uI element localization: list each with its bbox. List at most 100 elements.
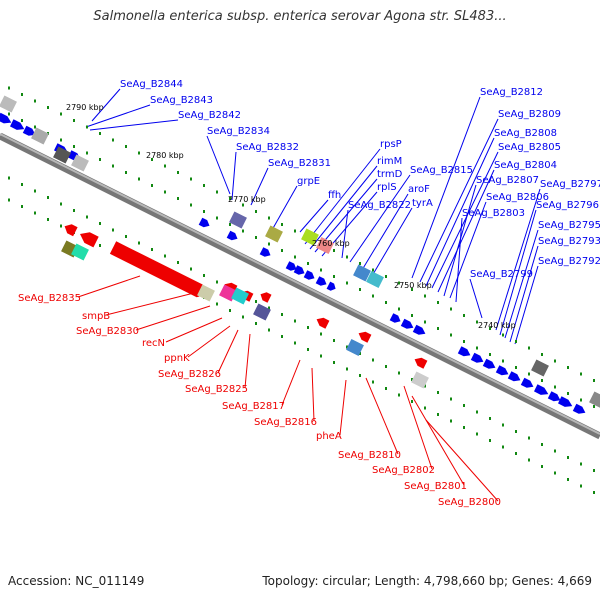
- tick-mark: [554, 385, 556, 389]
- connector-line: [299, 199, 329, 233]
- gene-feature: [547, 391, 561, 402]
- reverse-gene-label: SeAg_B2801: [404, 481, 467, 492]
- tick-mark: [476, 320, 478, 324]
- forward-gene-label: SeAg_B2804: [494, 160, 557, 171]
- tick-mark: [515, 452, 517, 455]
- gene-feature: [495, 365, 509, 376]
- reverse-gene-label: SeAg_B2816: [254, 417, 317, 428]
- gene-feature: [400, 318, 414, 329]
- connector-line: [411, 395, 465, 486]
- gene-feature: [0, 112, 12, 124]
- gene-feature: [414, 357, 428, 369]
- forward-gene-label: SeAg_B2815: [410, 165, 473, 176]
- tick-mark: [372, 380, 374, 384]
- tick-mark: [320, 268, 322, 272]
- tick-mark: [411, 288, 413, 291]
- tick-mark: [463, 314, 465, 317]
- tick-mark: [112, 138, 114, 142]
- forward-gene-label: trmD: [377, 169, 403, 180]
- reverse-gene-label: SeAg_B2800: [438, 497, 501, 508]
- tick-mark: [502, 333, 504, 337]
- tick-mark: [21, 205, 23, 208]
- gene-block: [71, 243, 89, 261]
- connector-line: [89, 119, 179, 131]
- connector-line: [425, 137, 495, 287]
- tick-mark: [411, 314, 413, 317]
- connector-line: [499, 209, 537, 336]
- forward-gene-label: rimM: [377, 156, 402, 167]
- gene-block: [197, 284, 215, 302]
- gene-feature: [315, 276, 327, 286]
- tick-mark: [541, 353, 543, 356]
- tick-mark: [47, 106, 49, 109]
- scale-label: 2790 kbp: [66, 103, 104, 112]
- tick-mark: [398, 393, 400, 397]
- tick-mark: [359, 374, 361, 377]
- gene-block: [301, 228, 319, 246]
- reverse-gene-label: SeAg_B2817: [222, 401, 285, 412]
- reverse-gene-label: SeAg_B2802: [372, 465, 435, 476]
- tick-mark: [268, 216, 270, 220]
- forward-gene-label: SeAg_B2805: [498, 142, 561, 153]
- tick-mark: [359, 352, 361, 355]
- tick-mark: [450, 307, 452, 311]
- tick-mark: [333, 249, 335, 252]
- tick-mark: [216, 190, 218, 194]
- tick-mark: [424, 384, 426, 388]
- tick-mark: [502, 359, 504, 363]
- tick-mark: [593, 379, 595, 382]
- forward-gene-label: SeAg_B2822: [348, 200, 411, 211]
- gene-labels: SeAg_B2844 SeAg_B2843 SeAg_B2842 SeAg_B2834…: [18, 79, 600, 508]
- tick-mark: [164, 164, 166, 168]
- connector-line: [419, 118, 499, 283]
- tick-mark: [320, 354, 322, 358]
- tick-mark: [502, 423, 504, 427]
- gene-block: [411, 371, 429, 389]
- tick-mark: [138, 177, 140, 181]
- gene-block: [229, 211, 247, 229]
- tick-mark: [73, 119, 75, 122]
- tick-mark: [567, 478, 569, 481]
- forward-gene-label: SeAg_B2799: [470, 269, 533, 280]
- tick-mark: [21, 93, 23, 96]
- tick-mark: [125, 145, 127, 148]
- gene-feature: [507, 371, 521, 382]
- tick-mark: [294, 341, 296, 345]
- gene-block: [253, 303, 271, 321]
- connector-line: [495, 188, 541, 331]
- tick-mark: [34, 211, 36, 215]
- forward-gene-label: SeAg_B2844: [120, 79, 183, 90]
- tick-mark: [450, 333, 452, 337]
- connector-line: [77, 275, 141, 298]
- tick-mark: [593, 491, 595, 494]
- map-title: Salmonella enterica subsp. enterica sero…: [93, 9, 507, 24]
- tick-mark: [34, 189, 36, 193]
- tick-mark: [268, 242, 270, 246]
- reverse-gene-label: SeAg_B2835: [18, 293, 81, 304]
- connector-line: [341, 209, 349, 259]
- connector-line: [206, 135, 231, 195]
- tick-mark: [333, 275, 335, 278]
- tick-mark: [424, 294, 426, 298]
- tick-mark: [99, 244, 101, 247]
- tick-mark: [333, 339, 335, 342]
- gene-block: [0, 95, 17, 113]
- connector-line: [509, 245, 539, 343]
- reverse-gene-label: recN: [142, 338, 165, 349]
- tick-mark: [437, 327, 439, 330]
- tick-mark: [385, 275, 387, 278]
- connector-line: [304, 148, 381, 245]
- reverse-gene-label: SeAg_B2825: [185, 384, 248, 395]
- reverse-gene-label: SeAg_B2830: [76, 326, 139, 337]
- tick-mark: [151, 158, 153, 161]
- gene-block: [353, 264, 371, 282]
- reverse-gene-label: pheA: [316, 431, 342, 442]
- connector-line: [514, 265, 539, 345]
- connector-line: [371, 207, 413, 277]
- forward-gene-label: SeAg_B2831: [268, 158, 331, 169]
- gene-feature: [389, 313, 401, 323]
- tick-mark: [554, 359, 556, 363]
- connector-line: [135, 305, 211, 331]
- gene-block: [31, 127, 49, 145]
- tick-mark: [580, 372, 582, 376]
